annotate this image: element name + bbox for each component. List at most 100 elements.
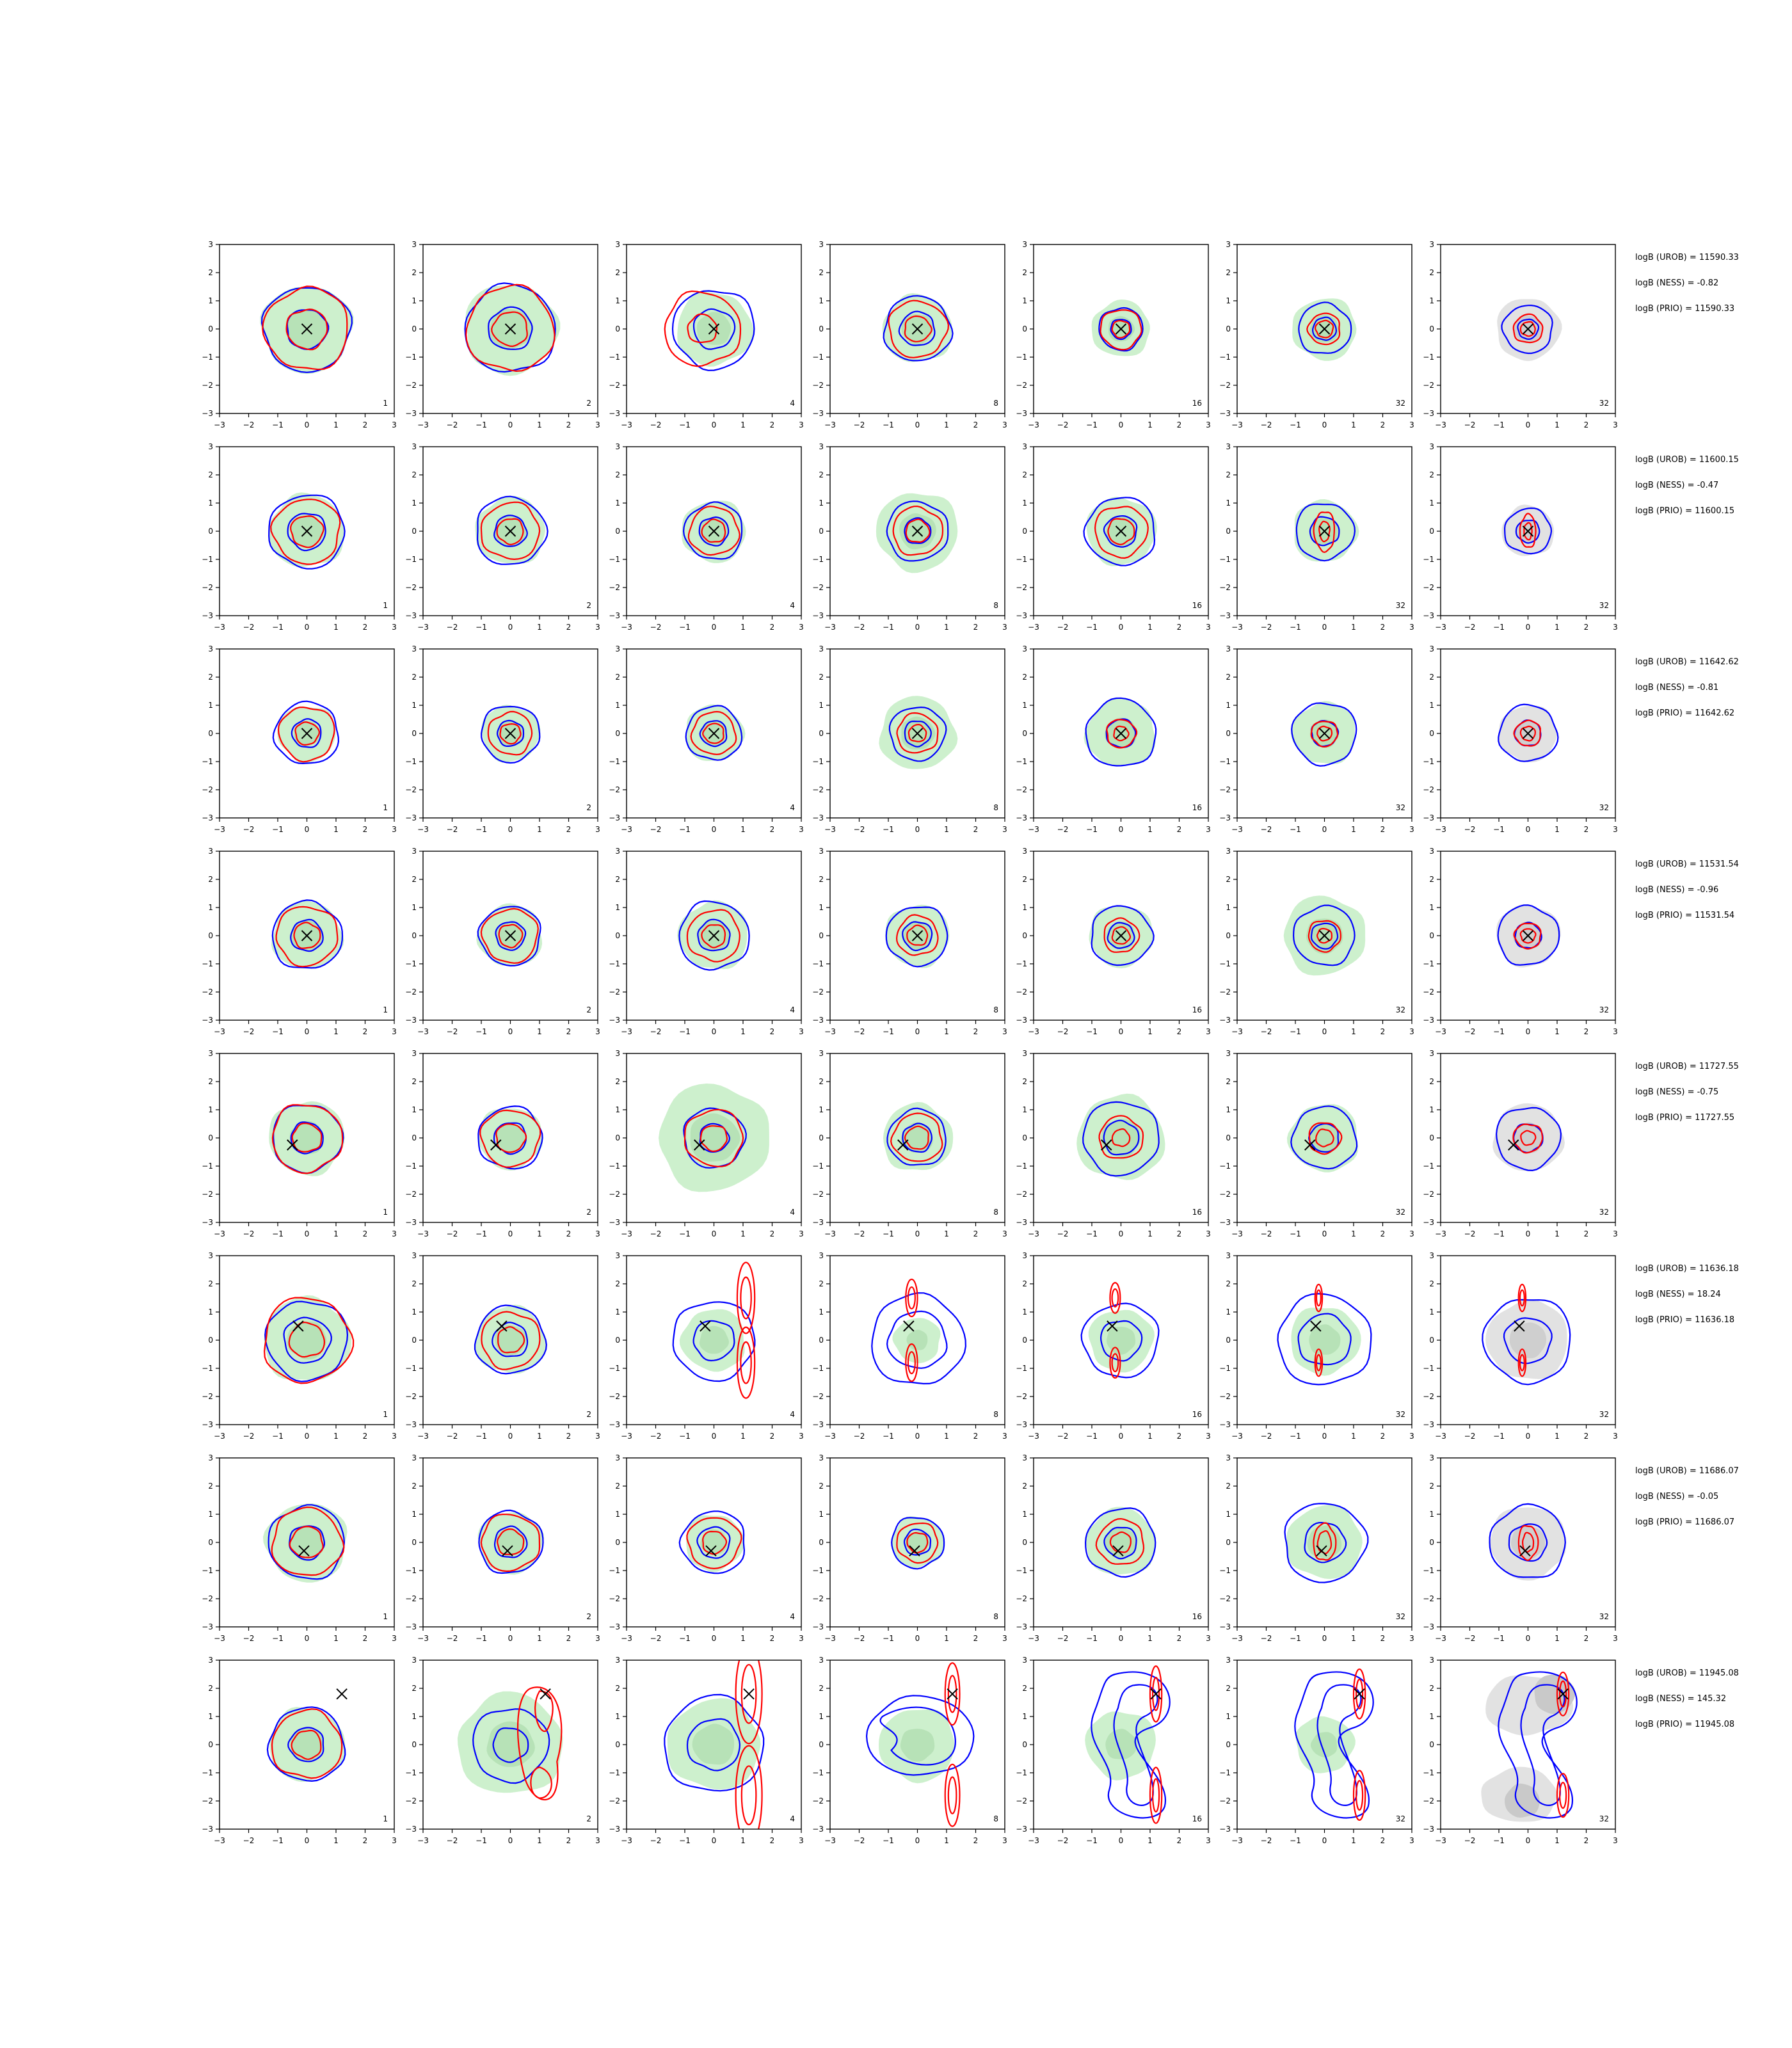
y-tick-label: 3 — [615, 240, 620, 249]
x-tick-label: 1 — [1555, 623, 1560, 632]
red-contour — [905, 518, 931, 543]
x-tick-label: 0 — [1119, 825, 1124, 834]
red-contour — [496, 518, 524, 546]
y-tick-label: −3 — [609, 1420, 620, 1429]
y-tick-label: 0 — [1429, 324, 1434, 333]
y-tick-label: 3 — [208, 442, 213, 451]
y-tick-label: −1 — [1423, 353, 1434, 362]
y-tick-label: 0 — [819, 1538, 824, 1547]
cross-marker — [947, 1688, 958, 1700]
x-tick-label: 3 — [1206, 1634, 1211, 1643]
panel-column-label: 1 — [383, 1005, 388, 1014]
x-tick-label: −1 — [272, 1836, 284, 1845]
red-contour — [687, 506, 740, 556]
x-tick-label: −3 — [621, 1836, 632, 1845]
x-tick-label: 2 — [973, 1634, 979, 1643]
y-tick-label: −3 — [1219, 611, 1231, 620]
y-tick-label: 2 — [819, 875, 824, 884]
x-tick-label: −3 — [1231, 1836, 1243, 1845]
y-tick-label: 1 — [412, 1105, 417, 1114]
x-tick-label: −3 — [1028, 1836, 1039, 1845]
y-tick-label: 1 — [1226, 1510, 1231, 1519]
red-contour — [277, 706, 335, 763]
y-tick-label: 0 — [1226, 1740, 1231, 1749]
x-tick-label: −3 — [214, 1027, 225, 1036]
panel-r2-c2: −3−3 −2 −2 −1 −1 0 0 1 1 2 2 3 3 2 — [405, 442, 600, 632]
red-contour — [740, 1341, 752, 1384]
x-tick-label: −1 — [476, 1432, 487, 1441]
red-contour — [1316, 725, 1333, 742]
blue-contour — [885, 906, 948, 968]
panel-plot-area — [272, 700, 340, 765]
red-contour — [479, 1109, 541, 1168]
logb-annotation: logB (UROB) = 11636.18 — [1635, 1264, 1739, 1274]
y-tick-label: 3 — [412, 1656, 417, 1665]
x-tick-label: −3 — [417, 1634, 429, 1643]
panel-plot-area — [1294, 499, 1359, 562]
cross-marker — [301, 930, 313, 941]
cross-marker — [1519, 1545, 1531, 1556]
y-tick-label: −3 — [1423, 1825, 1434, 1834]
x-tick-label: 0 — [305, 1027, 310, 1036]
cross-marker — [911, 525, 924, 537]
red-contour — [686, 909, 740, 963]
y-tick-label: −2 — [1016, 1190, 1027, 1199]
blue-contour — [1277, 1293, 1372, 1386]
x-tick-label: 0 — [712, 1634, 717, 1643]
panel-plot-area — [1497, 299, 1562, 362]
y-tick-label: 1 — [208, 499, 213, 508]
x-tick-label: 1 — [333, 1634, 339, 1643]
panel-plot-area — [1283, 895, 1366, 976]
x-tick-label: 2 — [770, 1432, 775, 1441]
x-tick-label: −2 — [243, 1027, 255, 1036]
y-tick-label: −2 — [1423, 1796, 1434, 1805]
red-contour — [480, 908, 539, 964]
x-tick-label: −2 — [1261, 420, 1272, 429]
x-tick-label: 0 — [1119, 1836, 1124, 1845]
y-tick-label: 1 — [1022, 1712, 1027, 1721]
y-tick-label: −2 — [1219, 381, 1231, 390]
x-tick-label: −2 — [1261, 1836, 1272, 1845]
x-tick-label: −3 — [1028, 1432, 1039, 1441]
x-tick-label: −2 — [1057, 623, 1069, 632]
y-tick-label: 1 — [1226, 903, 1231, 912]
y-tick-label: 2 — [1429, 1077, 1434, 1086]
y-tick-label: 3 — [615, 847, 620, 856]
panel-r7-c4: −3−3 −2 −2 −1 −1 0 0 1 1 2 2 3 3 8 — [812, 1453, 1007, 1643]
panel-plot-area — [268, 492, 346, 570]
logb-annotation: logB (NESS) = -0.05 — [1635, 1492, 1718, 1501]
x-tick-label: −3 — [824, 1229, 836, 1238]
y-tick-label: −2 — [812, 785, 824, 794]
x-tick-label: 1 — [333, 1836, 339, 1845]
blue-contour — [488, 306, 533, 350]
x-tick-label: −1 — [883, 825, 894, 834]
x-tick-label: 1 — [1148, 1432, 1153, 1441]
gray-density-core — [1509, 1322, 1547, 1359]
x-tick-label: −1 — [1290, 420, 1301, 429]
panel-plot-area — [477, 1509, 544, 1575]
panel-column-label: 8 — [993, 601, 998, 610]
cross-marker — [708, 930, 720, 941]
y-tick-label: −3 — [202, 1016, 213, 1025]
y-tick-label: −1 — [609, 757, 620, 766]
panel-column-label: 2 — [586, 1814, 591, 1823]
y-tick-label: 0 — [1226, 1133, 1231, 1142]
x-tick-label: 2 — [1380, 1836, 1386, 1845]
red-contour — [289, 1525, 324, 1558]
blue-contour — [671, 290, 755, 371]
y-tick-label: −3 — [609, 1622, 620, 1631]
x-tick-label: 1 — [944, 1634, 949, 1643]
y-tick-label: 0 — [819, 1133, 824, 1142]
x-tick-label: 3 — [595, 1836, 600, 1845]
red-contour — [908, 723, 927, 742]
x-tick-label: −1 — [1290, 1634, 1301, 1643]
cross-marker — [490, 1139, 502, 1151]
red-contour — [735, 1660, 763, 1745]
y-tick-label: 0 — [1022, 931, 1027, 940]
blue-contour — [492, 1727, 529, 1763]
x-tick-label: −3 — [824, 623, 836, 632]
y-tick-label: 2 — [1429, 470, 1434, 479]
panel-plot-area — [664, 290, 755, 371]
x-tick-label: 3 — [1206, 825, 1211, 834]
y-tick-label: 2 — [208, 875, 213, 884]
